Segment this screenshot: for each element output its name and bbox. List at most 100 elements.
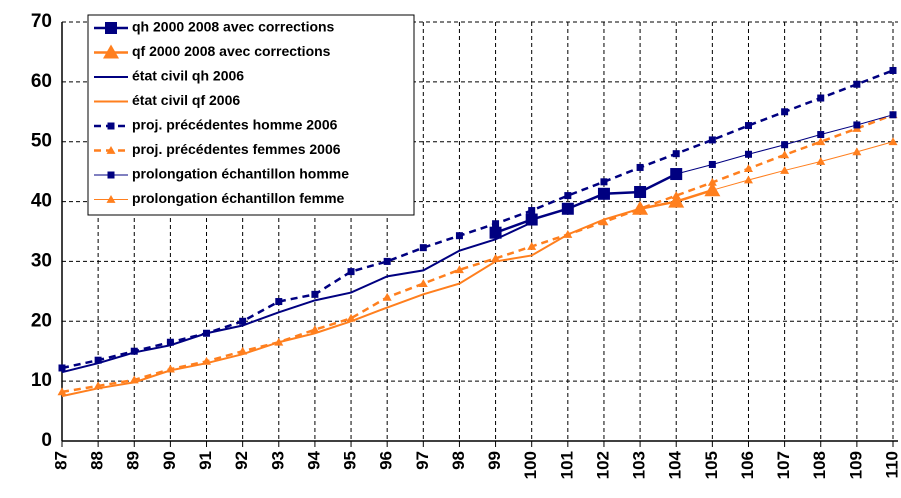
x-tick-label: 98 xyxy=(449,451,468,470)
marker-square xyxy=(105,22,117,34)
x-tick-label: 107 xyxy=(774,451,793,479)
marker-square xyxy=(107,122,115,130)
x-tick-label: 109 xyxy=(846,451,865,479)
marker-square xyxy=(781,108,789,116)
marker-square xyxy=(383,257,391,265)
x-tick-label: 96 xyxy=(377,451,396,470)
x-tick-label: 95 xyxy=(341,451,360,470)
marker-triangle xyxy=(310,325,320,334)
marker-square xyxy=(817,94,825,102)
marker-square xyxy=(203,329,211,337)
marker-triangle xyxy=(671,191,681,199)
marker-triangle xyxy=(106,195,116,203)
series-line xyxy=(61,221,533,374)
marker-square xyxy=(561,202,574,215)
marker-square xyxy=(708,136,716,144)
marker-square xyxy=(107,171,115,179)
marker-square xyxy=(489,226,502,239)
marker-triangle xyxy=(491,253,501,262)
series-line xyxy=(712,141,894,191)
marker-square xyxy=(492,220,500,228)
marker-square xyxy=(889,66,897,74)
marker-triangle xyxy=(238,346,248,355)
marker-triangle xyxy=(382,292,392,301)
marker-triangle xyxy=(599,217,609,226)
series-line xyxy=(495,172,677,234)
marker-square xyxy=(817,131,825,139)
marker-square xyxy=(744,150,752,158)
marker-square xyxy=(347,268,355,276)
legend: qh 2000 2008 avec corrections qf 2000 200… xyxy=(87,14,415,216)
x-tick-label: 106 xyxy=(738,451,757,479)
legend-box xyxy=(87,14,415,216)
marker-square xyxy=(672,170,680,178)
y-tick-label: 40 xyxy=(31,191,52,212)
x-tick-label: 100 xyxy=(521,451,540,479)
marker-square xyxy=(889,111,897,119)
marker-square xyxy=(600,178,608,186)
x-tick-label: 93 xyxy=(268,451,287,470)
marker-square xyxy=(239,317,247,325)
legend-label: proj. précédentes homme 2006 xyxy=(132,117,338,133)
marker-square xyxy=(597,187,610,200)
marker-triangle xyxy=(743,175,753,184)
marker-triangle xyxy=(816,137,826,146)
marker-square xyxy=(58,364,66,372)
y-tick-label: 10 xyxy=(31,370,52,391)
marker-triangle xyxy=(274,337,284,346)
marker-triangle xyxy=(780,165,790,174)
marker-triangle xyxy=(527,241,537,250)
legend-label: qh 2000 2008 avec corrections xyxy=(132,19,335,35)
x-tick-label: 99 xyxy=(485,451,504,470)
x-tick-label: 94 xyxy=(304,450,323,469)
marker-triangle xyxy=(418,279,428,287)
x-tick-label: 105 xyxy=(702,451,721,479)
marker-triangle xyxy=(563,229,573,238)
marker-triangle xyxy=(668,193,685,208)
x-tick-label: 110 xyxy=(882,451,901,478)
marker-square xyxy=(853,121,861,129)
marker-triangle xyxy=(707,177,717,186)
x-tick-label: 92 xyxy=(232,451,251,470)
marker-square xyxy=(166,338,174,346)
marker-square xyxy=(744,122,752,130)
x-tick-label: 91 xyxy=(196,451,215,470)
marker-square xyxy=(455,232,463,240)
marker-triangle xyxy=(165,364,175,373)
legend-label: prolongation échantillon femme xyxy=(132,190,345,206)
marker-triangle xyxy=(743,164,753,173)
marker-square xyxy=(311,290,319,298)
x-tick-label: 88 xyxy=(88,451,107,470)
x-tick-label: 101 xyxy=(557,451,576,479)
legend-label: qf 2000 2008 avec corrections xyxy=(132,43,331,59)
marker-square xyxy=(130,347,138,355)
marker-square xyxy=(528,207,536,215)
marker-triangle xyxy=(707,185,717,194)
x-tick-label: 103 xyxy=(630,451,649,479)
y-tick-label: 60 xyxy=(31,71,52,92)
series-line xyxy=(61,113,894,394)
legend-label: état civil qf 2006 xyxy=(132,92,240,108)
marker-triangle xyxy=(106,146,116,154)
legend-label: état civil qh 2006 xyxy=(132,68,244,84)
marker-triangle xyxy=(888,137,898,146)
marker-triangle xyxy=(780,150,790,159)
marker-triangle xyxy=(346,313,356,322)
series-line xyxy=(61,69,894,370)
marker-triangle xyxy=(635,204,645,213)
marker-square xyxy=(781,141,789,149)
marker-square xyxy=(564,192,572,200)
marker-square xyxy=(672,150,680,158)
marker-triangle xyxy=(129,375,139,384)
x-tick-label: 102 xyxy=(593,451,612,479)
x-tick-label: 87 xyxy=(51,451,70,470)
marker-square xyxy=(525,213,538,226)
marker-square xyxy=(636,163,644,171)
x-tick-label: 97 xyxy=(413,451,432,470)
marker-square xyxy=(634,185,647,198)
marker-triangle xyxy=(202,356,212,365)
marker-square xyxy=(853,80,861,88)
legend-label: prolongation échantillon homme xyxy=(132,166,349,182)
y-tick-label: 50 xyxy=(31,131,52,152)
